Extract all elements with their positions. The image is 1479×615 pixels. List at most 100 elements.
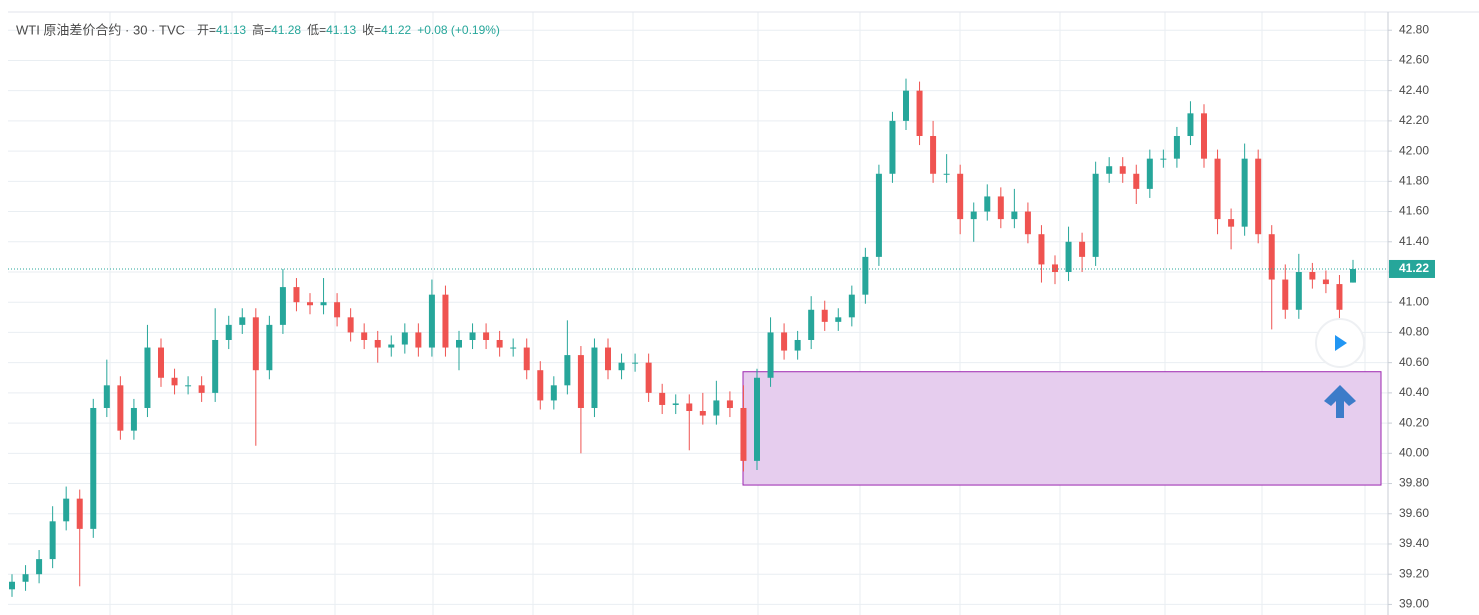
candle-body xyxy=(848,294,855,318)
candle-body xyxy=(1322,279,1329,285)
y-tick-label: 39.80 xyxy=(1399,476,1429,490)
candle-body xyxy=(1201,113,1207,159)
legend-value: 41.13 xyxy=(326,23,356,37)
candle-body xyxy=(144,347,151,408)
grid xyxy=(8,29,1388,605)
candle-body xyxy=(957,173,964,220)
candle-body xyxy=(875,173,882,257)
candle-body xyxy=(90,407,97,529)
candle-body xyxy=(76,498,83,529)
candle-body xyxy=(1228,219,1235,227)
candle-body xyxy=(1295,271,1302,310)
y-tick-label: 42.00 xyxy=(1399,143,1429,157)
candle-body xyxy=(1106,166,1113,174)
candle-body xyxy=(496,339,503,348)
candle-body xyxy=(334,302,341,318)
candle-body xyxy=(1160,158,1167,160)
candles xyxy=(9,78,1356,597)
candle-body xyxy=(1038,234,1045,265)
candle-body xyxy=(103,385,110,408)
time-grid xyxy=(109,12,1366,615)
candle-body xyxy=(347,317,354,333)
candle-body xyxy=(997,196,1004,220)
candle-body xyxy=(510,347,517,349)
candle-body xyxy=(22,574,29,582)
candle-body xyxy=(754,377,760,461)
candle-body xyxy=(171,377,178,386)
y-tick-label: 39.00 xyxy=(1399,597,1429,611)
candle-body xyxy=(835,317,842,322)
candle-body xyxy=(523,347,530,371)
y-tick-label: 39.60 xyxy=(1399,506,1429,520)
legend-label: 低= xyxy=(307,23,326,37)
candle-body xyxy=(645,362,652,393)
candle-body xyxy=(1052,264,1058,272)
y-tick-label: 40.20 xyxy=(1399,415,1429,429)
legend-label: 高= xyxy=(252,22,271,37)
candle-body xyxy=(320,302,327,306)
legend-value: 41.22 xyxy=(381,23,411,37)
candle-body xyxy=(767,332,774,378)
candle-body xyxy=(1079,241,1086,257)
candle-body xyxy=(9,581,15,590)
y-tick-label: 42.20 xyxy=(1399,113,1429,127)
candle-body xyxy=(943,173,950,175)
candle-body xyxy=(1024,211,1031,235)
legend-value: 41.28 xyxy=(271,23,301,37)
candle-body xyxy=(130,407,137,431)
candle-body xyxy=(1255,158,1262,235)
candle-body xyxy=(266,324,273,371)
last-price-label: 41.22 xyxy=(1399,261,1429,275)
candle-body xyxy=(415,332,422,348)
candle-body xyxy=(361,332,368,340)
y-tick-label: 42.60 xyxy=(1399,53,1429,67)
y-tick-label: 40.60 xyxy=(1399,355,1429,369)
candle-body xyxy=(903,90,909,121)
candle-body xyxy=(713,400,720,416)
candle-body xyxy=(889,120,896,174)
candle-body xyxy=(225,324,232,340)
candle-body xyxy=(862,256,869,295)
candle-body xyxy=(198,385,205,393)
candle-body xyxy=(63,498,70,522)
candle-body xyxy=(1119,166,1126,174)
y-tick-label: 40.00 xyxy=(1399,445,1429,459)
candle-body xyxy=(388,344,395,348)
legend-label: 开= xyxy=(197,23,216,37)
candle-body xyxy=(401,332,408,345)
candle-body xyxy=(984,196,991,212)
candle-body xyxy=(550,385,557,401)
header: WTI 原油差价合约 · 30 · TVC 开= 41.13 高= 41.28 低= 41… xyxy=(16,22,500,37)
y-tick-label: 41.00 xyxy=(1399,294,1429,308)
candle-body xyxy=(185,385,192,387)
legend-value: 41.13 xyxy=(216,23,246,37)
y-tick-label: 41.60 xyxy=(1399,204,1429,218)
candle-body xyxy=(117,385,124,431)
candle-body xyxy=(1268,234,1275,280)
candle-body xyxy=(699,411,706,416)
candle-body xyxy=(726,400,733,408)
candle-body xyxy=(591,347,598,408)
candle-body xyxy=(672,403,679,405)
candle-body xyxy=(740,407,747,461)
candle-body xyxy=(794,339,801,351)
play-button[interactable] xyxy=(1315,318,1365,368)
candle-body xyxy=(1282,279,1289,310)
candle-body xyxy=(293,287,300,303)
candle-body xyxy=(618,362,625,371)
candle-body xyxy=(239,317,246,325)
candle-body xyxy=(916,90,923,136)
y-tick-label: 42.40 xyxy=(1399,83,1429,97)
candle-body xyxy=(930,135,937,174)
candle-body xyxy=(36,559,43,575)
candle-body xyxy=(808,309,815,340)
candle-body xyxy=(1092,173,1099,257)
candle-body xyxy=(1173,135,1180,159)
ohlc-legend: 开= 41.13 高= 41.28 低= 41.13 收= 41.22 +0.08 (+0.19… xyxy=(197,22,500,37)
candle-body xyxy=(158,347,164,378)
price-zone xyxy=(742,371,1382,486)
play-icon[interactable] xyxy=(1335,335,1347,351)
candle-body xyxy=(442,294,449,348)
